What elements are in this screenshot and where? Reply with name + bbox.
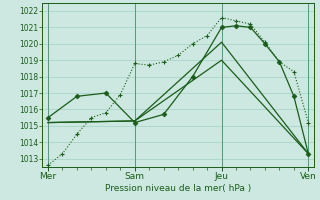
X-axis label: Pression niveau de la mer( hPa ): Pression niveau de la mer( hPa ) [105, 184, 251, 193]
